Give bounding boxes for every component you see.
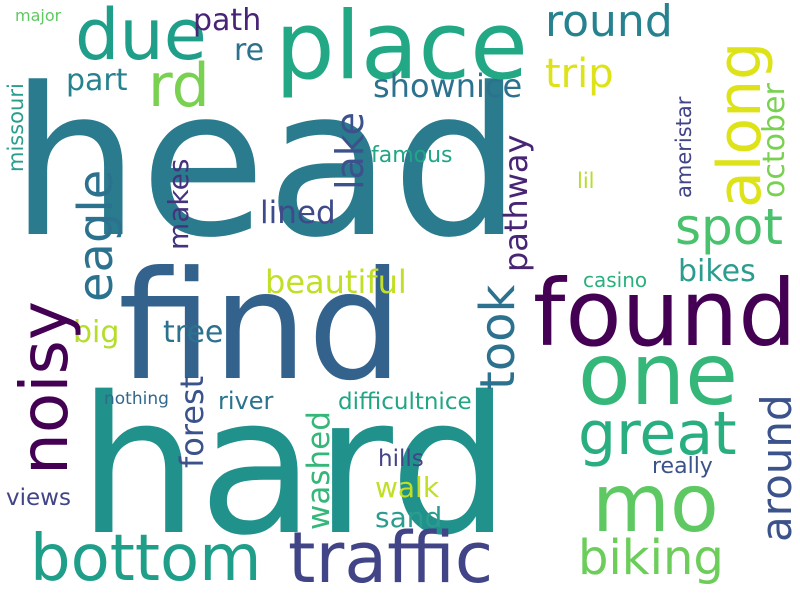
- word-re: re: [234, 33, 265, 68]
- word-washed: washed: [301, 411, 337, 530]
- word-ameristar: ameristar: [672, 96, 696, 198]
- word-noisy: noisy: [6, 301, 83, 475]
- word-find: find: [118, 240, 403, 414]
- word-took: took: [470, 284, 526, 390]
- word-bottom: bottom: [30, 522, 262, 596]
- word-forest: forest: [173, 375, 211, 468]
- word-hard: hard: [78, 356, 511, 577]
- word-big: big: [73, 315, 120, 350]
- word-october: october: [757, 83, 792, 198]
- word-round: round: [545, 0, 673, 47]
- word-river: river: [218, 387, 274, 415]
- word-part: part: [66, 63, 128, 98]
- word-shownice: shownice: [373, 67, 523, 105]
- word-head: head: [10, 45, 522, 283]
- word-great: great: [578, 399, 737, 469]
- word-rd: rd: [148, 51, 210, 121]
- word-hills: hills: [378, 446, 424, 472]
- word-around: around: [752, 394, 800, 542]
- word-mo: mo: [592, 457, 719, 550]
- word-tree: tree: [163, 315, 224, 350]
- word-place: place: [275, 0, 528, 101]
- word-found: found: [533, 260, 797, 367]
- word-really: really: [652, 454, 713, 479]
- word-makes: makes: [162, 158, 195, 250]
- word-bikes: bikes: [678, 254, 756, 289]
- word-difficultnice: difficultnice: [338, 389, 472, 415]
- word-sand: sand: [375, 501, 443, 534]
- word-beautiful: beautiful: [265, 263, 407, 301]
- word-nothing: nothing: [104, 389, 169, 409]
- word-famous: famous: [371, 143, 453, 168]
- word-lil: lil: [577, 169, 595, 193]
- word-one: one: [578, 325, 739, 425]
- word-lake: lake: [328, 112, 372, 190]
- word-casino: casino: [583, 268, 648, 292]
- word-traffic: traffic: [288, 517, 494, 599]
- word-views: views: [6, 485, 71, 511]
- word-path: path: [193, 3, 262, 38]
- word-walk: walk: [375, 471, 440, 504]
- word-major: major: [15, 6, 62, 25]
- word-due: due: [75, 0, 207, 76]
- word-biking: biking: [578, 530, 724, 586]
- word-eagle: eagle: [68, 169, 124, 302]
- word-spot: spot: [675, 198, 783, 256]
- word-trip: trip: [545, 51, 614, 97]
- word-pathway: pathway: [497, 134, 535, 272]
- word-missouri: missouri: [4, 83, 28, 172]
- word-lined: lined: [260, 195, 336, 231]
